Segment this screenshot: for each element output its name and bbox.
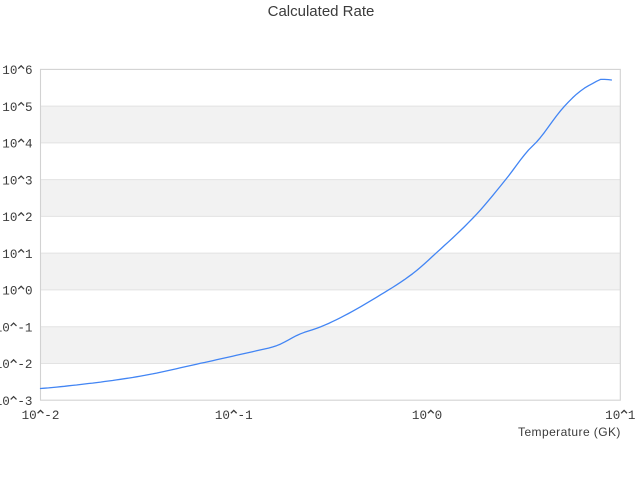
svg-text:10 -2: 10 -2 <box>0 358 33 372</box>
svg-text:10 1: 10 1 <box>2 248 32 262</box>
svg-text:10 0: 10 0 <box>412 409 442 423</box>
svg-text:10 -3: 10 -3 <box>0 395 33 409</box>
svg-text:10 3: 10 3 <box>2 175 32 189</box>
svg-text:10 6: 10 6 <box>2 64 32 78</box>
svg-text:10 0: 10 0 <box>2 285 32 299</box>
svg-text:10 -1: 10 -1 <box>215 409 253 423</box>
svg-text:10 -1: 10 -1 <box>0 322 33 336</box>
svg-text:10 1: 10 1 <box>605 409 635 423</box>
svg-text:Calculated Rate: Calculated Rate <box>268 3 375 20</box>
svg-text:10 -2: 10 -2 <box>22 409 60 423</box>
svg-text:10 4: 10 4 <box>2 138 32 152</box>
svg-text:Temperature (GK): Temperature (GK) <box>518 425 621 439</box>
svg-text:10 5: 10 5 <box>2 101 32 115</box>
svg-text:10 2: 10 2 <box>2 211 32 225</box>
